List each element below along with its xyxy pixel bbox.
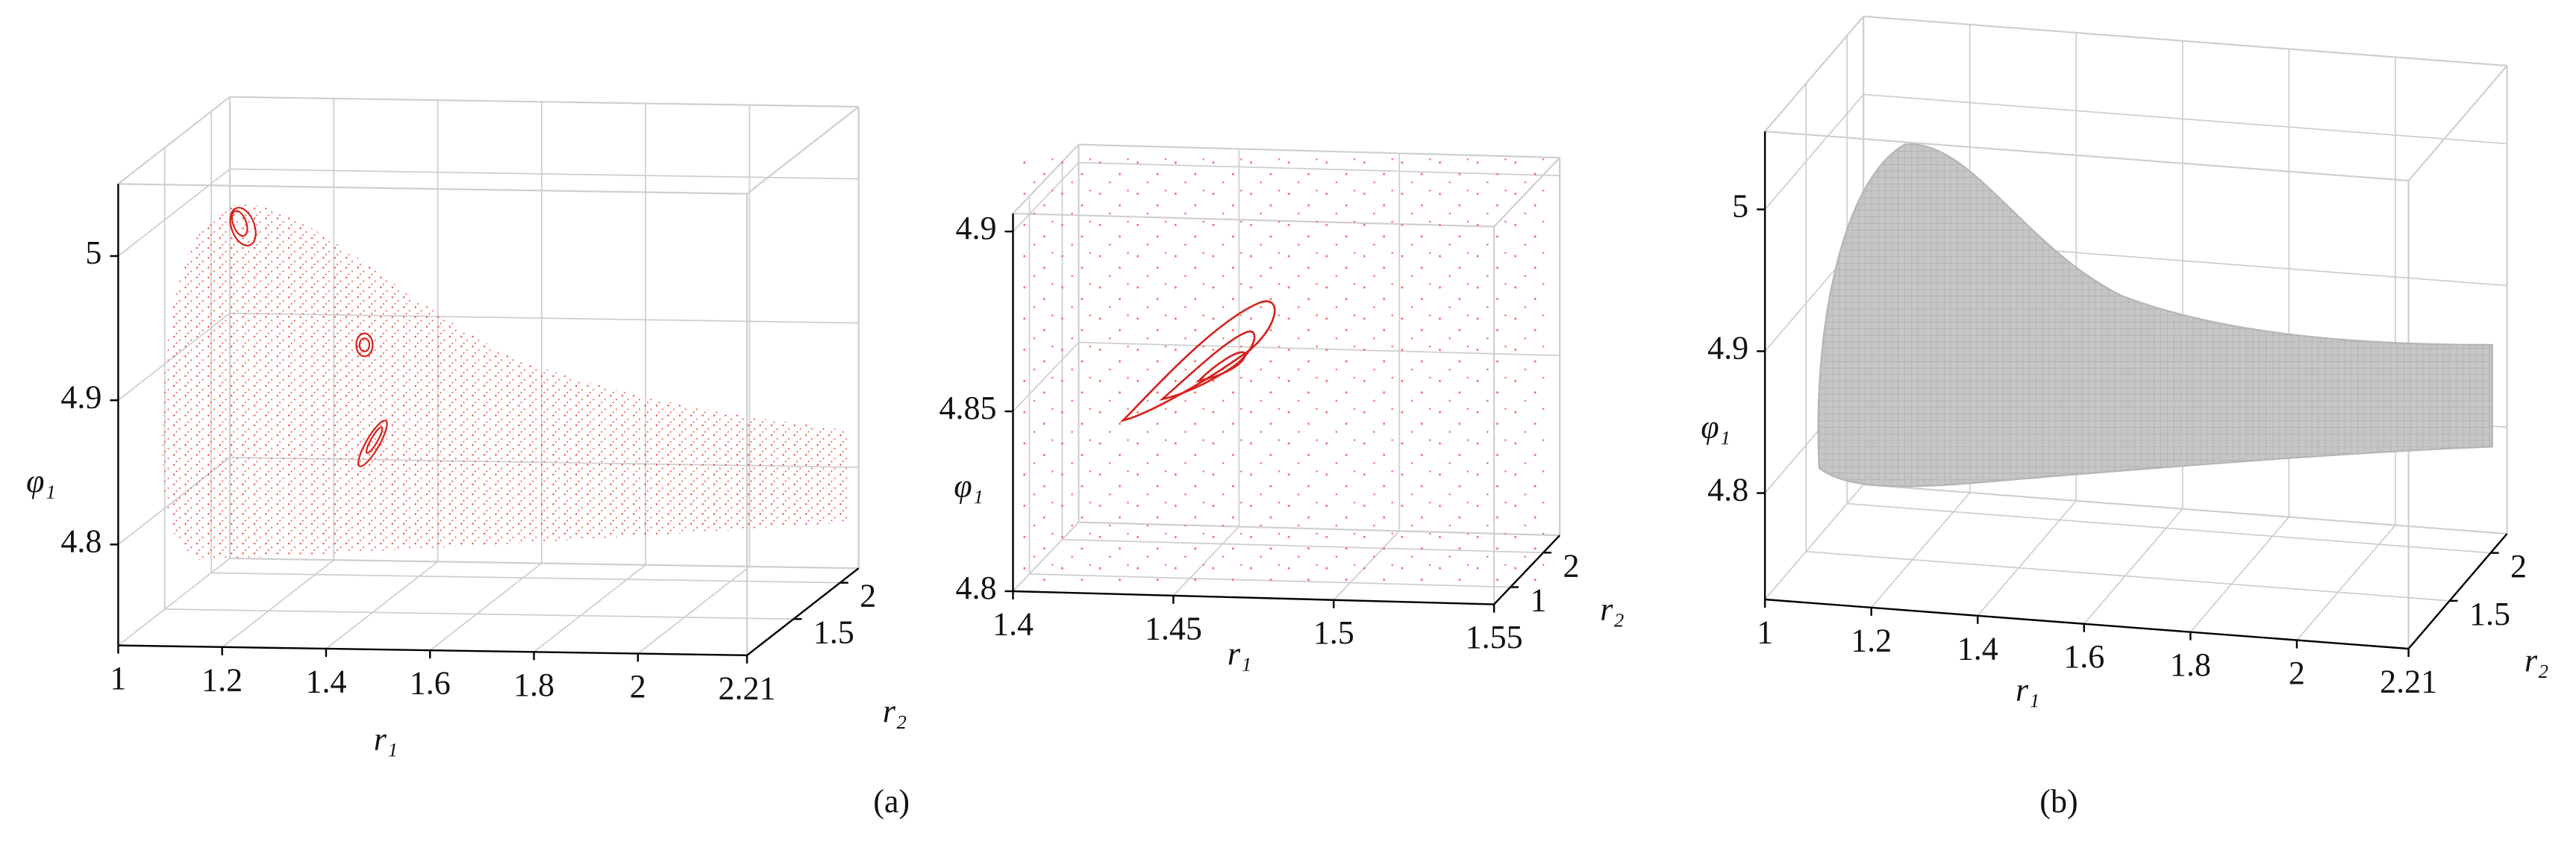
z-axis-label: φ₁	[954, 468, 984, 505]
x-axis-label: r₁	[2016, 671, 2039, 708]
y-axis-label: r₂	[2525, 642, 2548, 679]
box-edge	[746, 106, 860, 195]
box-edge	[1863, 483, 2507, 535]
x-tick-label: 1.4	[992, 605, 1034, 642]
z-tick-label: 4.8	[955, 570, 996, 606]
grid-line	[117, 558, 231, 646]
x-tick-label: 1.8	[513, 667, 554, 703]
grid-line	[1847, 502, 2491, 554]
box-edge	[1863, 15, 2507, 67]
x-tick-label: 1.2	[201, 661, 243, 698]
z-tick-label: 4.8	[1707, 472, 1748, 508]
z-tick-label: 5	[1732, 188, 1748, 225]
x-tick-label: 2.21	[719, 670, 776, 706]
grid-line	[1764, 93, 1864, 211]
x-tick-label: 1.8	[2170, 646, 2211, 683]
y-tick-label: 1	[1531, 582, 1547, 619]
grid-line	[1764, 484, 1864, 600]
grid-line	[211, 572, 840, 584]
y-axis-label: r₂	[883, 693, 907, 729]
x-tick-label: 2.21	[2380, 663, 2437, 699]
x-tick-label: 1	[110, 660, 126, 696]
z-axis-label: φ₁	[26, 463, 56, 499]
x-tick-label: 1.6	[2063, 638, 2104, 675]
x-tick-label: 1.6	[410, 665, 451, 702]
z-tick-label: 5	[85, 234, 101, 271]
x-axis-label: r₁	[1228, 635, 1251, 672]
x-tick-label: 1.4	[305, 663, 346, 699]
z-tick-label: 4.85	[939, 390, 996, 426]
z-tick-label: 4.9	[60, 378, 101, 415]
box-edge	[118, 183, 748, 195]
caption: (a)	[873, 783, 910, 820]
x-axis	[118, 644, 748, 657]
orbits	[229, 207, 388, 467]
x-axis-label: r₁	[374, 720, 398, 757]
caption: (b)	[2039, 783, 2078, 820]
box-edge	[117, 96, 231, 185]
surface	[1817, 143, 2493, 487]
box-edge	[2407, 65, 2508, 181]
box-edge	[230, 96, 859, 108]
y-axis-label: r₂	[1600, 591, 1624, 628]
box-edge	[1764, 16, 1864, 132]
box-edge	[1765, 130, 2409, 182]
x-tick-label: 1.5	[1313, 614, 1354, 651]
z-tick-label: 4.9	[1707, 330, 1748, 367]
grid-line	[164, 608, 794, 620]
x-tick-label: 1.55	[1466, 619, 1523, 655]
point-cloud	[162, 203, 848, 561]
grid-line	[117, 168, 231, 257]
point-cloud	[1018, 156, 1547, 587]
z-tick-label: 4.8	[60, 523, 101, 559]
x-tick-label: 2	[2289, 655, 2305, 691]
x-axis	[1013, 590, 1495, 605]
y-tick-label: 2	[860, 578, 876, 614]
grid-line	[1863, 93, 2507, 145]
grid-line	[1806, 550, 2450, 602]
y-tick-label: 2	[2510, 548, 2527, 585]
y-tick-label: 1.5	[813, 614, 854, 650]
y-tick-label: 1.5	[2469, 596, 2510, 632]
x-tick-label: 1	[1757, 614, 1773, 650]
x-tick-label: 2	[630, 668, 646, 705]
x-tick-label: 1.45	[1145, 610, 1202, 646]
box-edge	[230, 557, 859, 570]
z-axis-label: φ₁	[1701, 408, 1731, 445]
x-tick-label: 1.4	[1957, 630, 1998, 667]
x-tick-label: 1.2	[1851, 622, 1892, 658]
grid-line	[230, 168, 859, 180]
z-tick-label: 4.9	[955, 210, 996, 246]
y-tick-label: 2	[1563, 547, 1580, 584]
box-edge	[1078, 143, 1560, 159]
orbits	[1119, 300, 1276, 423]
